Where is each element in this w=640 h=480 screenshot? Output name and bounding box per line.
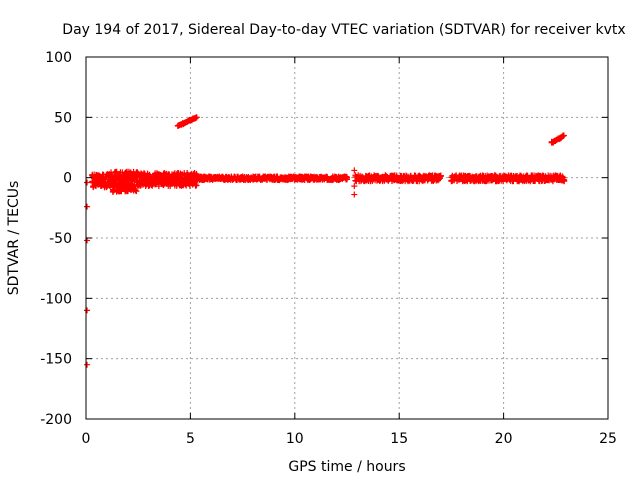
data-point — [114, 184, 121, 191]
data-point — [560, 132, 567, 139]
data-point — [132, 187, 139, 194]
y-tick-label: -200 — [40, 412, 72, 428]
x-tick-label: 25 — [599, 431, 617, 447]
grid-lines — [86, 57, 608, 419]
x-tick-label: 20 — [495, 431, 513, 447]
x-tick-label: 0 — [82, 431, 91, 447]
data-points — [84, 114, 568, 368]
x-tick-label: 5 — [186, 431, 195, 447]
chart-title: Day 194 of 2017, Sidereal Day-to-day VTE… — [62, 22, 625, 38]
data-point — [84, 179, 91, 186]
y-tick-label: 0 — [63, 171, 72, 187]
y-tick-label: -150 — [40, 352, 72, 368]
y-tick-label: -100 — [40, 291, 72, 307]
data-point — [84, 307, 91, 314]
data-point — [193, 182, 200, 189]
y-axis-label: SDTVAR / TECUs — [6, 181, 22, 296]
axis-ticks: 0 5 10 15 20 25 100 50 0 -50 -100 -150 -200 — [40, 50, 617, 447]
x-tick-label: 10 — [286, 431, 304, 447]
data-point — [84, 203, 91, 210]
y-tick-label: 100 — [45, 50, 72, 66]
data-point — [84, 361, 91, 368]
data-point — [133, 188, 140, 195]
data-point — [351, 183, 358, 190]
x-tick-label: 15 — [390, 431, 408, 447]
data-point — [344, 174, 350, 181]
x-axis-label: GPS time / hours — [288, 459, 405, 475]
y-tick-label: 50 — [54, 110, 72, 126]
data-point — [193, 114, 200, 121]
y-tick-label: -50 — [49, 231, 72, 247]
data-point — [351, 167, 358, 174]
data-point — [192, 115, 199, 122]
data-point — [561, 178, 568, 185]
data-point — [437, 173, 444, 180]
data-point — [351, 191, 358, 198]
